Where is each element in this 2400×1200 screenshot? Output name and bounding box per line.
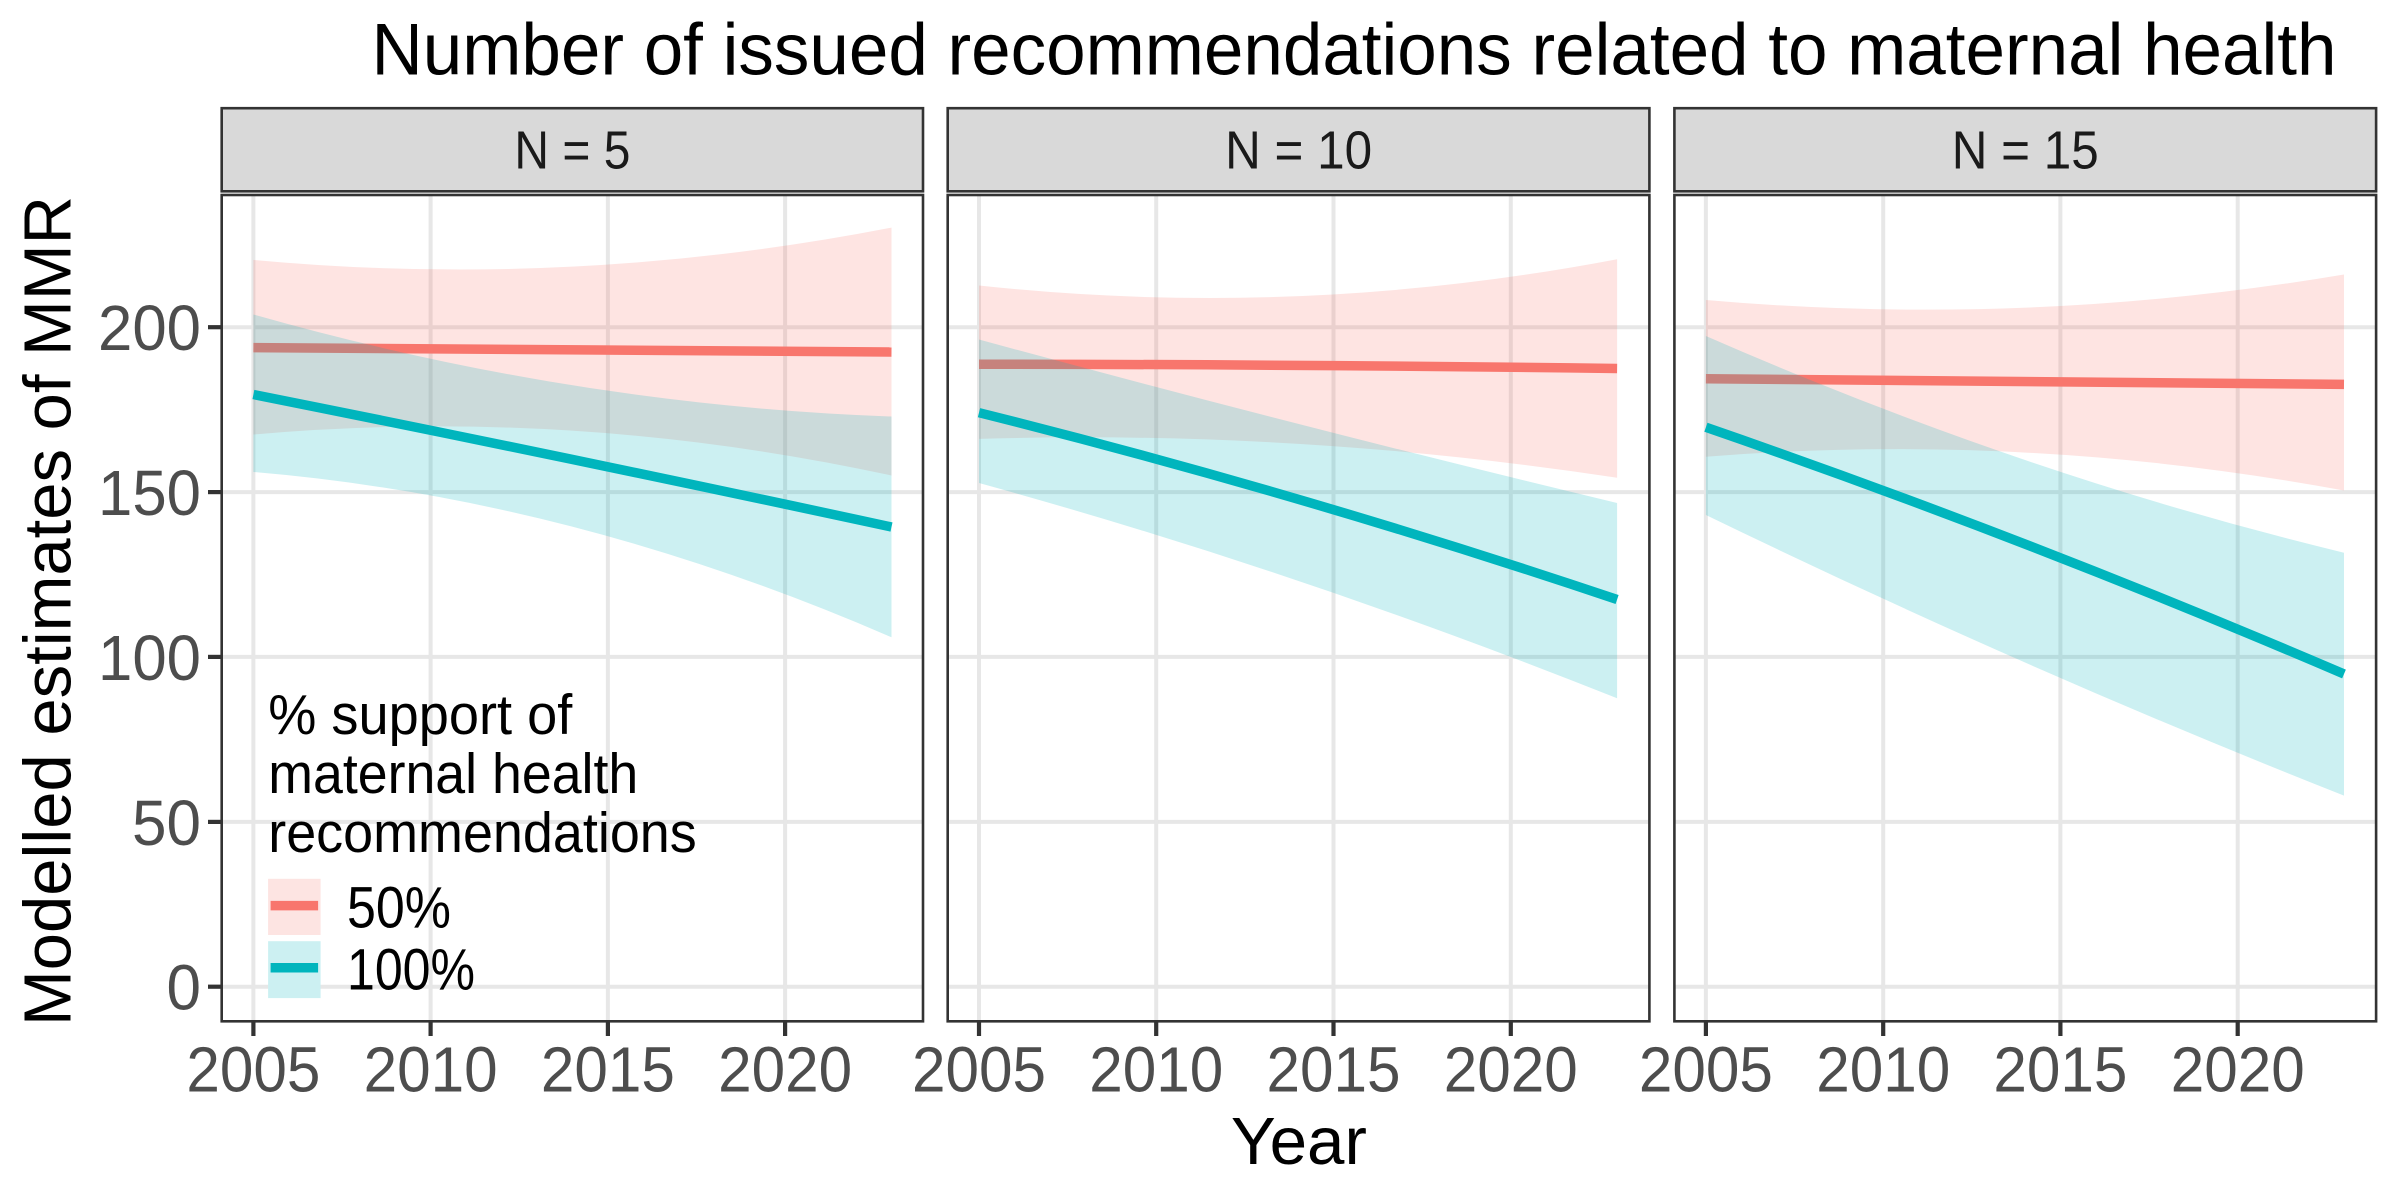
svg-text:2005: 2005 <box>1639 1033 1773 1105</box>
svg-text:2015: 2015 <box>1993 1033 2127 1105</box>
svg-text:100%: 100% <box>347 938 475 1003</box>
svg-text:2015: 2015 <box>1267 1033 1401 1105</box>
svg-text:N = 15: N = 15 <box>1952 120 2099 180</box>
svg-text:Year: Year <box>1231 1104 1367 1179</box>
svg-text:150: 150 <box>98 457 201 529</box>
svg-text:% support of: % support of <box>268 683 572 746</box>
svg-text:2010: 2010 <box>364 1033 498 1105</box>
svg-text:N = 10: N = 10 <box>1225 120 1372 180</box>
svg-text:2005: 2005 <box>912 1033 1046 1105</box>
svg-text:Modelled estimates of MMR: Modelled estimates of MMR <box>11 196 86 1026</box>
svg-text:Number of issued recommendatio: Number of issued recommendations related… <box>372 10 2337 91</box>
svg-text:50%: 50% <box>347 876 451 941</box>
svg-text:100: 100 <box>98 622 201 694</box>
svg-text:2020: 2020 <box>2171 1033 2305 1105</box>
svg-text:2005: 2005 <box>186 1033 320 1105</box>
svg-text:recommendations: recommendations <box>268 801 697 864</box>
svg-text:2010: 2010 <box>1089 1033 1223 1105</box>
svg-text:0: 0 <box>167 952 202 1024</box>
svg-text:maternal health: maternal health <box>268 742 638 805</box>
svg-text:50: 50 <box>132 787 201 859</box>
svg-text:200: 200 <box>98 292 201 364</box>
svg-text:2015: 2015 <box>541 1033 675 1105</box>
svg-text:2010: 2010 <box>1816 1033 1950 1105</box>
svg-text:2020: 2020 <box>718 1033 852 1105</box>
svg-text:N = 5: N = 5 <box>514 120 630 180</box>
svg-text:2020: 2020 <box>1444 1033 1578 1105</box>
